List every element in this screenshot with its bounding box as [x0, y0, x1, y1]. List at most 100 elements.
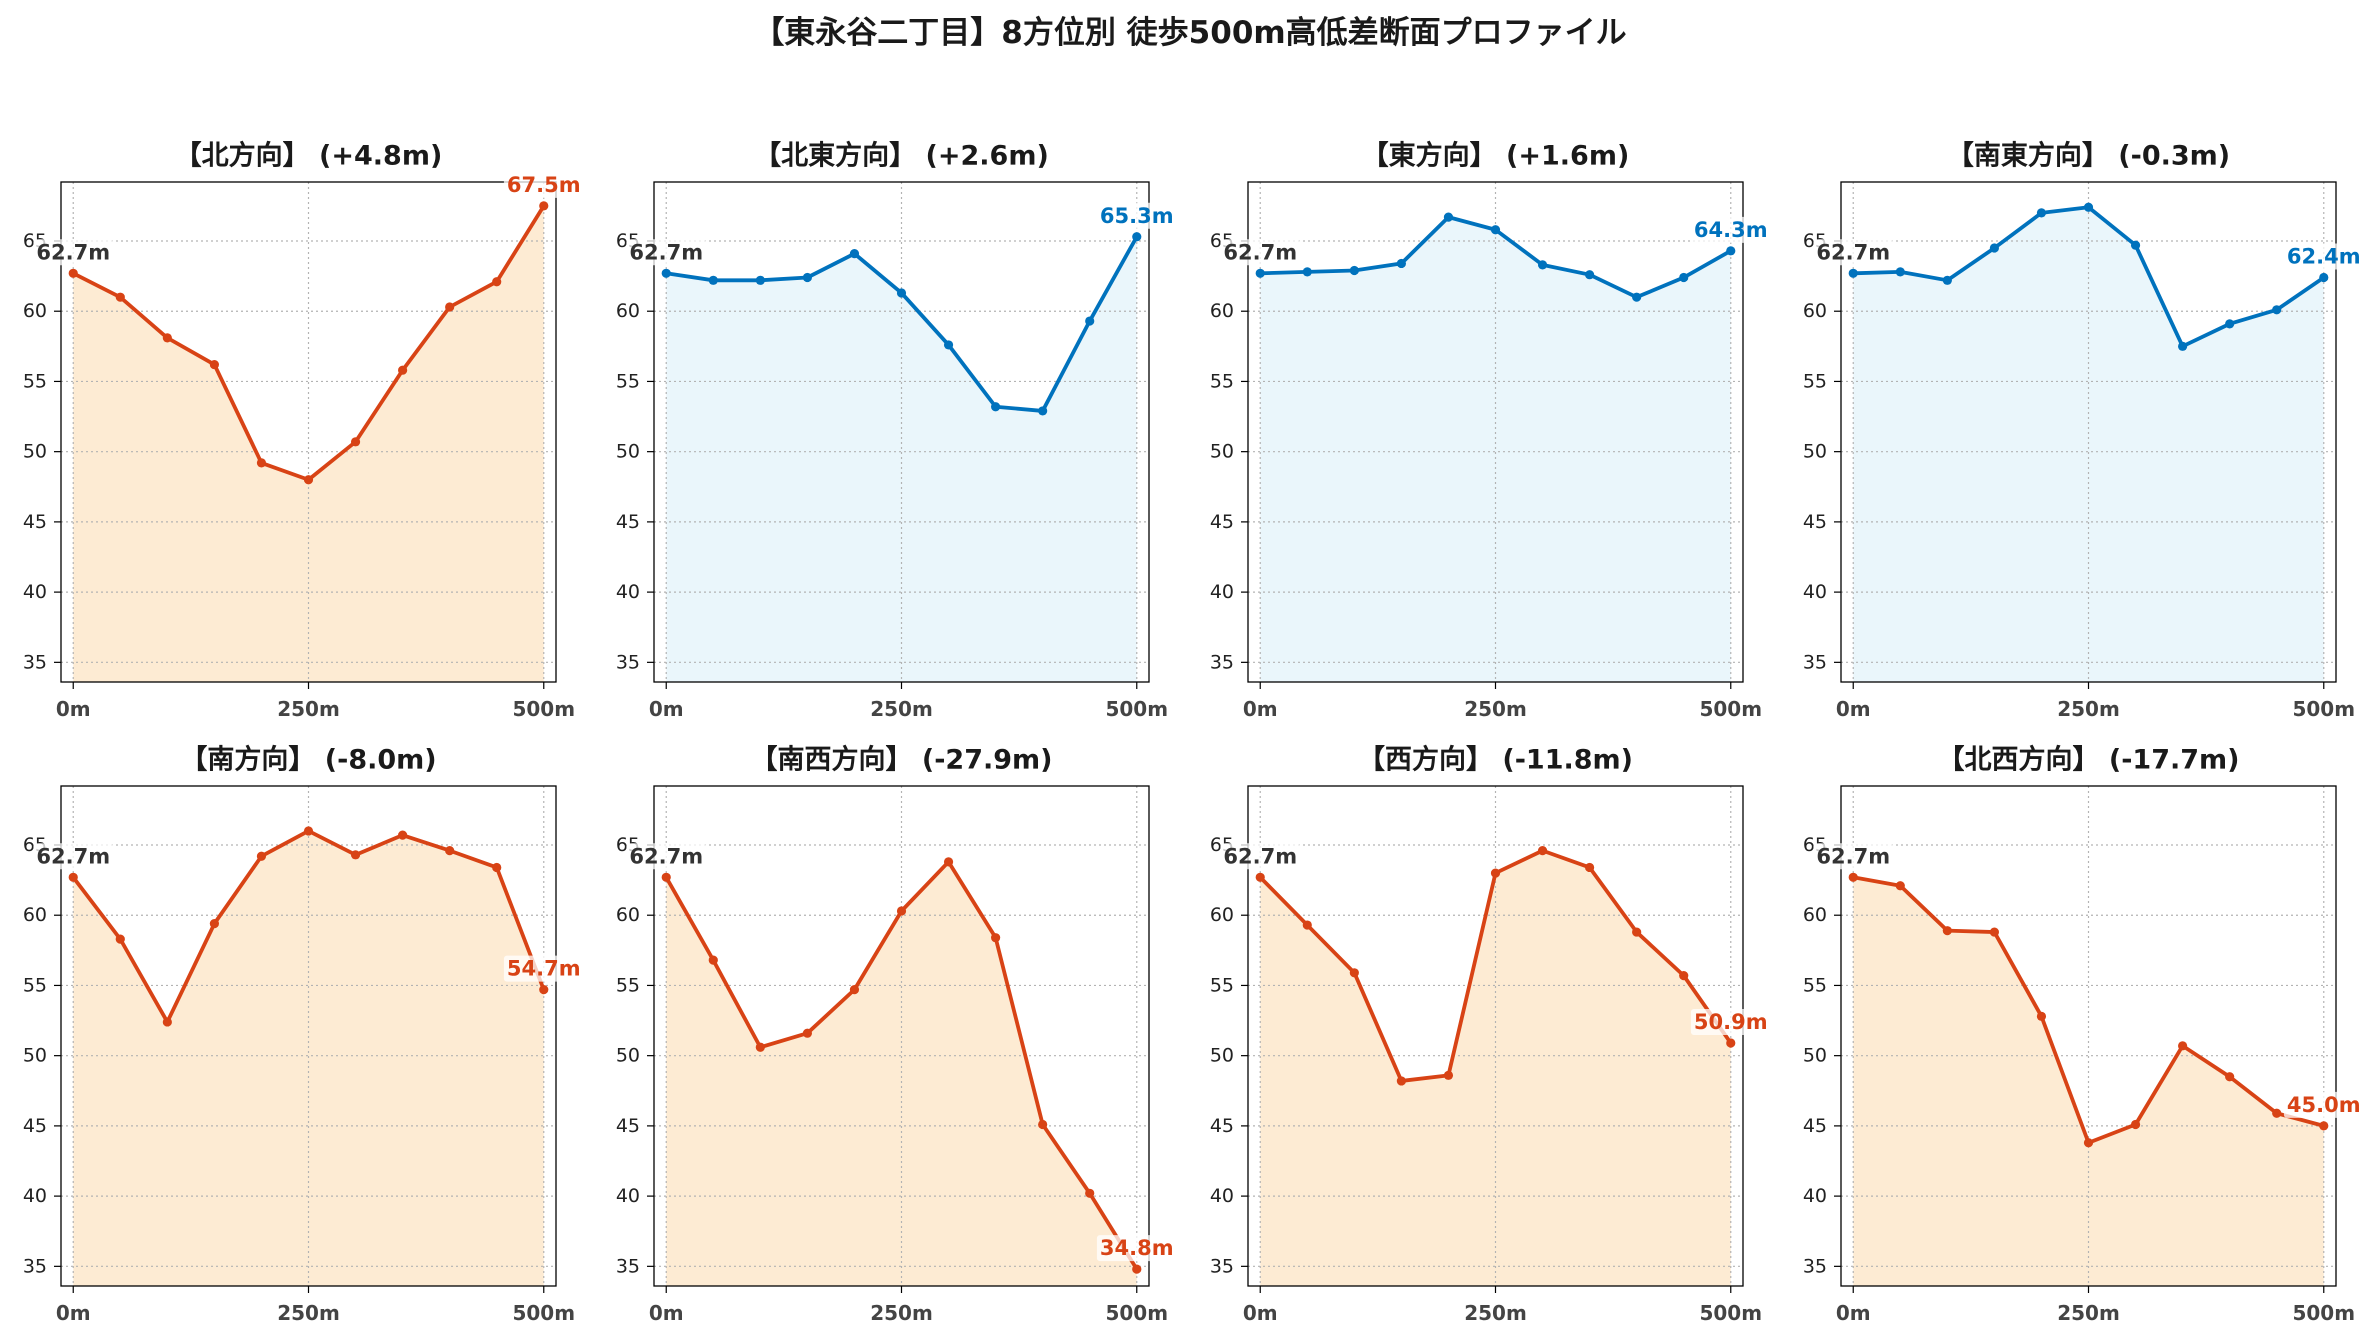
data-point [2178, 1041, 2188, 1051]
axes-frame [60, 785, 557, 1287]
data-point [849, 249, 860, 259]
y-tick-label: 60 [1803, 904, 1827, 926]
data-point [1848, 872, 1858, 882]
x-tick-label: 250m [870, 697, 933, 721]
y-tick-label: 35 [616, 1255, 640, 1277]
axes-frame [1247, 785, 1744, 1287]
axes-frame [1247, 181, 1744, 683]
x-tick-label: 250m [870, 1301, 933, 1325]
y-tick-label: 60 [1803, 300, 1827, 322]
data-point [209, 359, 219, 370]
data-point [708, 275, 718, 285]
label-background [33, 843, 114, 870]
data-point [1396, 258, 1406, 269]
end-elevation-label: 65.3m [1100, 204, 1174, 228]
end-elevation-label: 45.0m [2287, 1093, 2361, 1117]
y-tick-label: 45 [1803, 1115, 1827, 1137]
data-point [68, 268, 78, 278]
x-tick-label: 250m [277, 697, 340, 721]
data-point [1585, 862, 1595, 873]
axes-frame [1840, 785, 2337, 1287]
y-tick-label: 45 [1210, 1115, 1234, 1137]
data-point [1349, 968, 1359, 978]
data-point [492, 862, 502, 873]
x-tick-label: 500m [512, 1301, 575, 1325]
y-tick-label: 60 [23, 904, 47, 926]
data-point [115, 934, 125, 944]
elevation-area [1853, 877, 2324, 1286]
data-point [1396, 1076, 1406, 1086]
start-elevation-label: 62.7m [629, 240, 703, 264]
elevation-area [666, 236, 1137, 683]
data-point [209, 919, 219, 929]
data-point [1585, 270, 1595, 280]
start-elevation-label: 62.7m [36, 844, 110, 868]
y-tick-label: 60 [1210, 300, 1234, 322]
label-background [33, 239, 114, 266]
data-point [1443, 212, 1454, 222]
y-tick-label: 35 [1803, 1255, 1827, 1277]
subplot-7: 354045505560650m250m500m【西方向】 (-11.8m)62… [1210, 744, 1771, 1325]
axes-frame [1840, 181, 2337, 683]
data-point [1255, 872, 1265, 882]
data-point [661, 872, 671, 882]
elevation-area [1853, 207, 2324, 683]
data-point [2272, 305, 2282, 315]
subplot-2: 354045505560650m250m500m【北東方向】 (+2.6m)62… [616, 140, 1177, 721]
data-point [2130, 1119, 2141, 1130]
data-point [2083, 202, 2094, 212]
data-point [445, 302, 455, 312]
data-point [943, 857, 954, 867]
y-tick-label: 35 [23, 651, 47, 673]
data-point [303, 826, 314, 836]
subplot-title: 【南西方向】 (-27.9m) [750, 744, 1052, 776]
start-elevation-label: 62.7m [1223, 844, 1297, 868]
y-tick-label: 50 [616, 441, 640, 463]
y-tick-label: 50 [1803, 1045, 1827, 1067]
y-tick-label: 50 [1210, 1045, 1234, 1067]
x-tick-label: 250m [277, 1301, 340, 1325]
label-background [1096, 1235, 1177, 1262]
subplot-6: 354045505560650m250m500m【南西方向】 (-27.9m)6… [616, 744, 1177, 1325]
data-point [539, 985, 549, 995]
x-tick-label: 0m [56, 697, 91, 721]
data-point [1942, 275, 1952, 285]
label-background [2283, 243, 2364, 270]
data-point [896, 906, 907, 916]
x-tick-label: 500m [2292, 1301, 2355, 1325]
end-elevation-label: 50.9m [1694, 1010, 1768, 1034]
data-point [2319, 272, 2329, 283]
y-tick-label: 45 [616, 511, 640, 533]
y-tick-label: 60 [1210, 904, 1234, 926]
data-point [2083, 1138, 2094, 1148]
data-point [1632, 927, 1642, 937]
data-point [1679, 272, 1689, 283]
data-point [1490, 225, 1501, 235]
label-background [1096, 202, 1177, 229]
data-point [991, 402, 1001, 412]
data-point [943, 340, 954, 350]
data-point [398, 365, 408, 375]
data-point [755, 1042, 765, 1052]
x-tick-label: 0m [1243, 697, 1278, 721]
y-tick-label: 55 [1803, 974, 1827, 996]
data-point [256, 851, 267, 861]
data-point [1632, 292, 1642, 302]
data-point [350, 850, 361, 860]
data-point [1895, 267, 1905, 277]
data-point [1895, 881, 1905, 891]
figure-title: 【東永谷二丁目】8方位別 徒歩500m高低差断面プロファイル [753, 15, 1626, 51]
label-background [1813, 239, 1894, 266]
axes-frame [653, 785, 1150, 1287]
x-tick-label: 0m [649, 697, 684, 721]
x-tick-label: 0m [1836, 1301, 1871, 1325]
y-tick-label: 55 [616, 974, 640, 996]
start-elevation-label: 62.7m [1223, 240, 1297, 264]
label-background [626, 843, 707, 870]
subplot-1: 354045505560650m250m500m【北方向】 (+4.8m)62.… [23, 140, 584, 721]
elevation-area [73, 205, 544, 682]
data-point [755, 275, 765, 285]
data-point [256, 458, 267, 468]
elevation-area [73, 830, 544, 1286]
x-tick-label: 250m [1464, 1301, 1527, 1325]
